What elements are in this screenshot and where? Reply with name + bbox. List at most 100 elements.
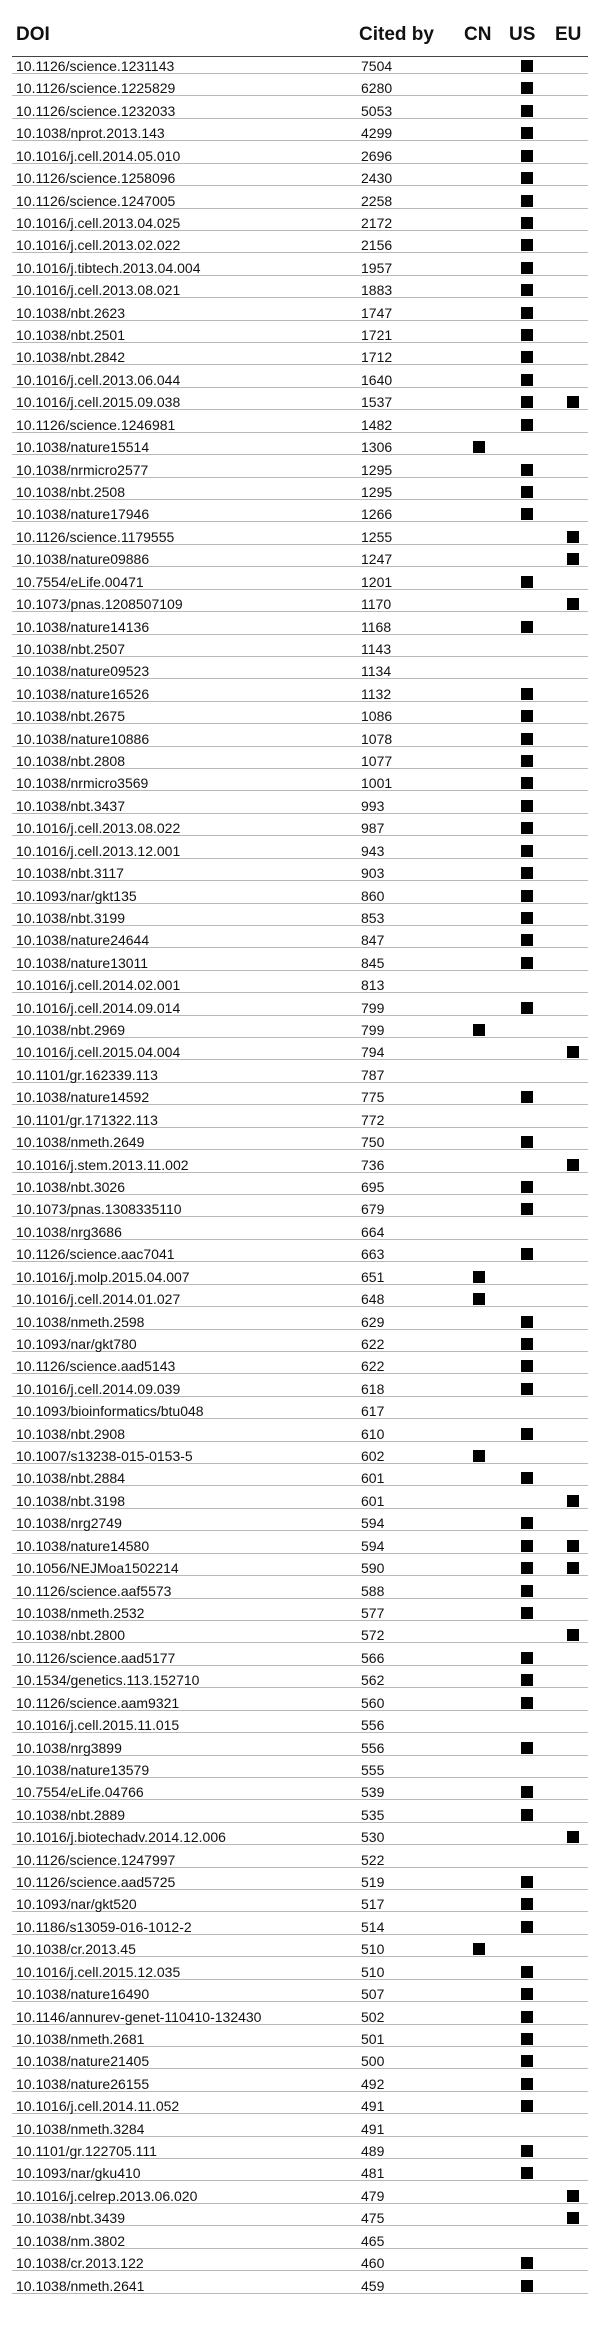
us-mark	[521, 1741, 533, 1754]
doi-cell: 10.1038/nrg3686	[16, 1223, 122, 1240]
table-row: 10.1038/nbt.2623 1747	[12, 305, 588, 321]
cited-by-cell: 602	[361, 1448, 385, 1465]
eu-mark	[567, 1539, 579, 1552]
cited-by-cell: 4299	[361, 125, 393, 142]
cited-by-cell: 1482	[361, 416, 393, 433]
doi-cell: 10.1016/j.cell.2015.09.038	[16, 394, 181, 411]
us-mark	[521, 329, 533, 342]
doi-cell: 10.1007/s13238-015-0153-5	[16, 1448, 193, 1465]
table-row: 10.1038/nbt.2969 799	[12, 1022, 588, 1039]
cited-by-cell: 2258	[361, 192, 393, 209]
doi-cell: 10.1038/nbt.2969	[16, 1022, 125, 1039]
table-row: 10.1038/nbt.2501 1721	[12, 327, 588, 344]
cited-by-cell: 491	[361, 2120, 385, 2137]
cited-by-cell: 799	[361, 1022, 385, 1039]
doi-cell: 10.1126/science.aad5143	[16, 1358, 176, 1375]
us-mark	[521, 2167, 533, 2180]
table-row: 10.1016/j.cell.2014.09.039 618	[12, 1381, 588, 1397]
doi-cell: 10.1016/j.cell.2013.08.022	[16, 820, 181, 837]
cited-by-cell: 1883	[361, 282, 393, 299]
doi-cell: 10.1038/nmeth.2649	[16, 1134, 145, 1151]
cn-mark	[473, 441, 485, 454]
table-row: 10.1126/science.1225829 6280	[12, 80, 588, 97]
cited-by-cell: 775	[361, 1089, 385, 1106]
doi-cell: 10.1016/j.cell.2015.04.004	[16, 1044, 181, 1061]
cited-by-cell: 500	[361, 2053, 385, 2070]
doi-cell: 10.1038/nrmicro2577	[16, 461, 149, 478]
eu-mark	[567, 1562, 579, 1575]
us-mark	[521, 194, 533, 207]
us-mark	[521, 575, 533, 588]
table-row: 10.1073/pnas.1208507109 1170	[12, 596, 588, 613]
cited-by-cell: 772	[361, 1111, 385, 1128]
doi-cell: 10.1016/j.biotechadv.2014.12.006	[16, 1829, 226, 1846]
cited-by-cell: 1086	[361, 708, 393, 725]
cited-by-cell: 555	[361, 1761, 385, 1778]
us-mark	[521, 1427, 533, 1440]
doi-cell: 10.1016/j.cell.2014.09.014	[16, 999, 181, 1016]
cited-by-cell: 562	[361, 1672, 385, 1689]
table-row: 10.1016/j.cell.2013.08.021 1883	[12, 282, 588, 299]
header-cn: CN	[464, 24, 492, 45]
doi-cell: 10.1038/nature26155	[16, 2075, 150, 2092]
table-row: 10.1038/nbt.2908 610	[12, 1426, 588, 1442]
doi-cell: 10.1038/nature14136	[16, 618, 150, 635]
table-row: 10.1534/genetics.113.152710 562	[12, 1672, 588, 1689]
cited-by-cell: 501	[361, 2030, 385, 2047]
us-mark	[521, 239, 533, 252]
table-row: 10.1016/j.molp.2015.04.007 651	[12, 1269, 588, 1285]
cited-by-cell: 648	[361, 1291, 385, 1308]
table-row: 10.1016/j.cell.2014.05.010 2696	[12, 148, 588, 164]
doi-cell: 10.1016/j.cell.2013.08.021	[16, 282, 181, 299]
doi-cell: 10.1126/science.aac7041	[16, 1246, 175, 1263]
table-row: 10.1038/nature26155 492	[12, 2076, 588, 2092]
cited-by-cell: 594	[361, 1515, 385, 1532]
table-row: 10.1126/science.1246981 1482	[12, 417, 588, 433]
us-mark	[521, 485, 533, 498]
doi-cell: 10.1038/nature14592	[16, 1089, 150, 1106]
doi-cell: 10.1038/nbt.3199	[16, 909, 125, 926]
table-row: 10.1038/nmeth.2532 577	[12, 1605, 588, 1621]
doi-cell: 10.1126/science.aad5725	[16, 1874, 176, 1891]
doi-cell: 10.1038/nbt.2808	[16, 753, 125, 770]
cited-by-cell: 1306	[361, 439, 393, 456]
us-mark	[521, 2032, 533, 2045]
table-row: 10.1126/science.1258096 2430	[12, 170, 588, 187]
cited-by-cell: 535	[361, 1806, 385, 1823]
us-mark	[521, 710, 533, 723]
table-row: 10.1016/j.cell.2015.12.035 510	[12, 1964, 588, 1980]
table-row: 10.1038/nature17946 1266	[12, 506, 588, 523]
table-row: 10.1038/nature15514 1306	[12, 439, 588, 456]
eu-mark	[567, 396, 579, 409]
table-row: 10.1016/j.cell.2013.06.044 1640	[12, 372, 588, 388]
doi-cell: 10.1016/j.tibtech.2013.04.004	[16, 259, 201, 276]
doi-cell: 10.1038/nbt.2884	[16, 1470, 125, 1487]
table-row: 10.1101/gr.162339.113 787	[12, 1067, 588, 1083]
doi-cell: 10.1038/nbt.2507	[16, 640, 125, 657]
cited-by-cell: 1255	[361, 528, 393, 545]
table-row: 10.1038/nbt.3439 475	[12, 2210, 588, 2227]
table-row: 10.1038/nbt.3117 903	[12, 865, 588, 882]
cited-by-cell: 491	[361, 2098, 385, 2115]
table-row: 10.1016/j.biotechadv.2014.12.006 530	[12, 1829, 588, 1846]
us-mark	[521, 687, 533, 700]
table-row: 10.1126/science.1179555 1255	[12, 529, 588, 545]
cited-by-cell: 514	[361, 1918, 385, 1935]
cited-by-cell: 1132	[361, 685, 392, 702]
us-mark	[521, 1786, 533, 1799]
cited-by-cell: 572	[361, 1627, 385, 1644]
cited-by-cell: 2430	[361, 170, 393, 187]
cited-by-cell: 679	[361, 1201, 385, 1218]
cited-by-cell: 1143	[361, 640, 392, 657]
cited-by-cell: 530	[361, 1829, 385, 1846]
us-mark	[521, 82, 533, 95]
doi-cell: 10.7554/eLife.04766	[16, 1784, 144, 1801]
table-row: 10.1016/j.cell.2014.01.027 648	[12, 1291, 588, 1308]
table-row: 10.1038/nature13579 555	[12, 1762, 588, 1778]
doi-cell: 10.1016/j.celrep.2013.06.020	[16, 2187, 198, 2204]
doi-cell: 10.1016/j.cell.2013.04.025	[16, 214, 181, 231]
doi-cell: 10.1038/nbt.2908	[16, 1425, 125, 1442]
doi-cell: 10.1016/j.stem.2013.11.002	[16, 1156, 189, 1173]
cited-by-cell: 507	[361, 1986, 385, 2003]
cited-by-cell: 510	[361, 1963, 385, 1980]
